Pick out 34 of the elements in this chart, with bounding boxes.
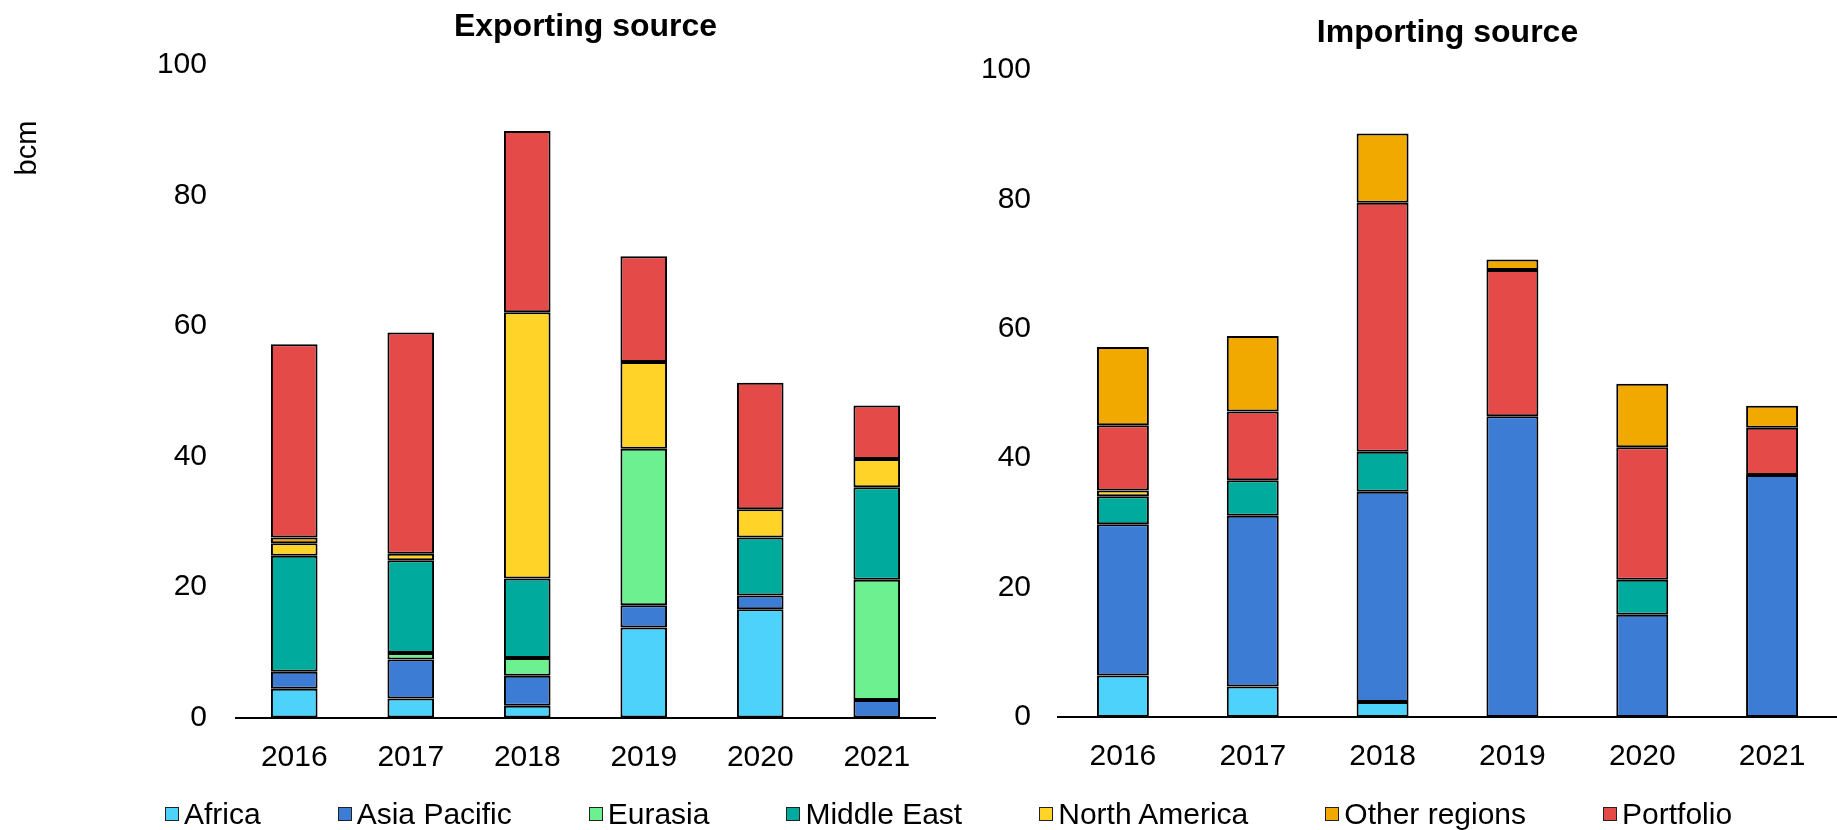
y-tick-label: 100 [980, 51, 1031, 85]
y-tick-label: 0 [190, 698, 207, 732]
y-axis-title: bcm [10, 120, 42, 176]
x-tick-label: 2017 [1219, 738, 1287, 772]
x-tick-label: 2016 [260, 738, 328, 772]
y-tick-label: 60 [173, 307, 207, 341]
legend-label: Africa [184, 797, 261, 830]
x-tick-label: 2019 [610, 738, 678, 772]
chart-title: Exporting source [453, 6, 718, 43]
y-tick-label: 20 [997, 568, 1031, 602]
x-tick-label: 2017 [377, 738, 445, 772]
legend-label: North America [1058, 797, 1249, 830]
y-tick-label: 20 [173, 568, 207, 602]
y-tick-label: 40 [997, 439, 1031, 473]
x-tick-label: 2018 [1349, 738, 1416, 772]
y-tick-label: 0 [1014, 698, 1031, 732]
y-tick-label: 100 [156, 46, 207, 80]
chart-title: Importing source [1316, 12, 1579, 49]
y-tick-label: 80 [173, 176, 207, 210]
legend-label: Asia Pacific [356, 797, 512, 830]
legend-label: Eurasia [607, 797, 710, 830]
x-tick-label: 2018 [493, 738, 561, 772]
x-tick-label: 2016 [1089, 738, 1157, 772]
y-tick-label: 40 [173, 437, 207, 471]
x-tick-label: 2021 [1738, 738, 1806, 772]
y-tick-label: 60 [997, 310, 1031, 344]
x-tick-label: 2020 [1608, 738, 1676, 772]
x-tick-label: 2021 [843, 738, 911, 772]
y-tick-label: 80 [997, 180, 1031, 214]
legend-label: Middle East [805, 797, 963, 830]
x-tick-label: 2019 [1479, 738, 1546, 772]
legend-label: Portfolio [1622, 797, 1733, 830]
x-tick-label: 2020 [726, 738, 794, 772]
legend-label: Other regions [1344, 797, 1527, 830]
